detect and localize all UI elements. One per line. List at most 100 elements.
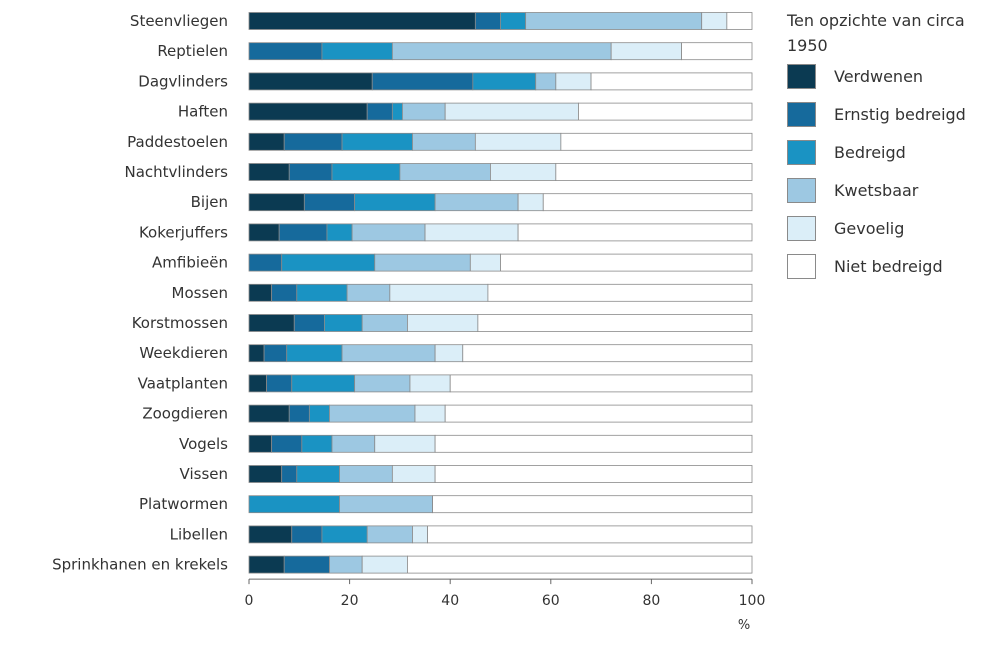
- x-tick-label: 20: [341, 593, 359, 609]
- legend-title: Ten opzichte van circa 1950: [787, 8, 992, 58]
- category-label-kokerjuffers: Kokerjuffers: [139, 223, 228, 241]
- bar-segment-kwetsbaar: [329, 405, 415, 422]
- bar-segment-ernstig-bedreigd: [249, 43, 322, 60]
- bar-segment-verdwenen: [249, 133, 284, 150]
- bar-segment-niet-bedreigd: [556, 164, 752, 181]
- bar-segment-niet-bedreigd: [682, 43, 752, 60]
- bar-segment-bedreigd: [249, 496, 340, 513]
- category-labels: Steenvliegen Reptielen Dagvlinders Haften Pa…: [52, 12, 228, 574]
- bar-segment-niet-bedreigd: [543, 194, 752, 211]
- bar-segment-kwetsbaar: [342, 345, 435, 362]
- bar-segment-bedreigd: [309, 405, 329, 422]
- legend-swatch: [787, 178, 816, 203]
- bar-segment-kwetsbaar: [536, 73, 556, 90]
- bar-segment-gevoelig: [415, 405, 445, 422]
- bar-segment-verdwenen: [249, 284, 272, 301]
- bar-segment-niet-bedreigd: [561, 133, 752, 150]
- bar-segment-kwetsbaar: [392, 43, 611, 60]
- bar-segment-verdwenen: [249, 103, 367, 120]
- bar-segment-gevoelig: [556, 73, 591, 90]
- bar-segment-bedreigd: [324, 315, 362, 332]
- x-tick-label: 40: [441, 593, 459, 609]
- bar-segment-gevoelig: [470, 254, 500, 271]
- bar-segment-kwetsbaar: [347, 284, 390, 301]
- bars: [249, 13, 752, 574]
- bar-row-dagvlinders: [249, 73, 752, 90]
- bar-row-vogels: [249, 435, 752, 452]
- bar-segment-kwetsbaar: [355, 375, 410, 392]
- bar-segment-kwetsbaar: [435, 194, 518, 211]
- bar-segment-verdwenen: [249, 556, 284, 573]
- bar-row-sprinkhanen-en-krekels: [249, 556, 752, 573]
- bar-segment-bedreigd: [473, 73, 536, 90]
- bar-segment-niet-bedreigd: [727, 13, 752, 30]
- legend-swatch: [787, 254, 816, 279]
- x-axis-unit-label: %: [738, 618, 750, 633]
- bar-segment-bedreigd: [302, 435, 332, 452]
- bar-segment-niet-bedreigd: [591, 73, 752, 90]
- bar-segment-gevoelig: [490, 164, 555, 181]
- bar-segment-ernstig-bedreigd: [282, 466, 297, 483]
- bar-row-korstmossen: [249, 315, 752, 332]
- legend-item-gevoelig: Gevoelig: [787, 216, 992, 241]
- legend-item-ernstig-bedreigd: Ernstig bedreigd: [787, 102, 992, 127]
- bar-segment-niet-bedreigd: [578, 103, 752, 120]
- bar-segment-bedreigd: [392, 103, 402, 120]
- bar-segment-bedreigd: [297, 466, 340, 483]
- category-label-zoogdieren: Zoogdieren: [142, 405, 228, 423]
- bar-segment-verdwenen: [249, 73, 372, 90]
- bar-row-bijen: [249, 194, 752, 211]
- bar-segment-kwetsbaar: [526, 13, 702, 30]
- bar-segment-gevoelig: [392, 466, 435, 483]
- bar-segment-verdwenen: [249, 375, 267, 392]
- bar-segment-gevoelig: [611, 43, 681, 60]
- bar-segment-verdwenen: [249, 466, 282, 483]
- bar-segment-bedreigd: [322, 43, 392, 60]
- bar-segment-niet-bedreigd: [435, 435, 752, 452]
- bar-segment-kwetsbaar: [367, 526, 412, 543]
- category-label-platwormen: Platwormen: [139, 495, 228, 513]
- bar-segment-niet-bedreigd: [488, 284, 752, 301]
- bar-segment-gevoelig: [407, 315, 477, 332]
- x-axis: 0 20 40 60 80 100%: [245, 579, 766, 633]
- category-label-vaatplanten: Vaatplanten: [138, 374, 228, 392]
- bar-segment-verdwenen: [249, 224, 279, 241]
- bar-segment-bedreigd: [355, 194, 435, 211]
- bar-segment-gevoelig: [475, 133, 561, 150]
- bar-segment-bedreigd: [322, 526, 367, 543]
- category-label-libellen: Libellen: [170, 525, 228, 543]
- bar-segment-bedreigd: [287, 345, 342, 362]
- bar-segment-kwetsbaar: [402, 103, 445, 120]
- bar-segment-ernstig-bedreigd: [372, 73, 473, 90]
- legend-item-niet-bedreigd: Niet bedreigd: [787, 254, 992, 279]
- category-label-sprinkhanen-en-krekels: Sprinkhanen en krekels: [52, 556, 228, 574]
- bar-segment-ernstig-bedreigd: [304, 194, 354, 211]
- bar-row-weekdieren: [249, 345, 752, 362]
- bar-segment-niet-bedreigd: [501, 254, 753, 271]
- bar-segment-niet-bedreigd: [428, 526, 752, 543]
- bar-segment-verdwenen: [249, 13, 475, 30]
- x-tick-label: 0: [245, 593, 254, 609]
- category-label-weekdieren: Weekdieren: [139, 344, 228, 362]
- legend-item-verdwenen: Verdwenen: [787, 64, 992, 89]
- bar-segment-kwetsbaar: [340, 496, 433, 513]
- bar-segment-gevoelig: [375, 435, 435, 452]
- category-label-dagvlinders: Dagvlinders: [138, 72, 228, 90]
- category-label-steenvliegen: Steenvliegen: [130, 12, 228, 30]
- bar-segment-ernstig-bedreigd: [279, 224, 327, 241]
- bar-segment-gevoelig: [410, 375, 450, 392]
- bar-segment-ernstig-bedreigd: [289, 164, 332, 181]
- bar-row-amfibieen: [249, 254, 752, 271]
- legend-label: Bedreigd: [834, 143, 906, 162]
- legend-label: Ernstig bedreigd: [834, 105, 966, 124]
- legend-label: Kwetsbaar: [834, 181, 918, 200]
- bar-row-steenvliegen: [249, 13, 752, 30]
- bar-segment-gevoelig: [445, 103, 578, 120]
- bar-row-libellen: [249, 526, 752, 543]
- category-label-vogels: Vogels: [179, 435, 228, 453]
- bar-segment-ernstig-bedreigd: [289, 405, 309, 422]
- bar-segment-ernstig-bedreigd: [264, 345, 287, 362]
- bar-segment-verdwenen: [249, 315, 294, 332]
- bar-segment-niet-bedreigd: [478, 315, 752, 332]
- category-label-nachtvlinders: Nachtvlinders: [125, 163, 229, 181]
